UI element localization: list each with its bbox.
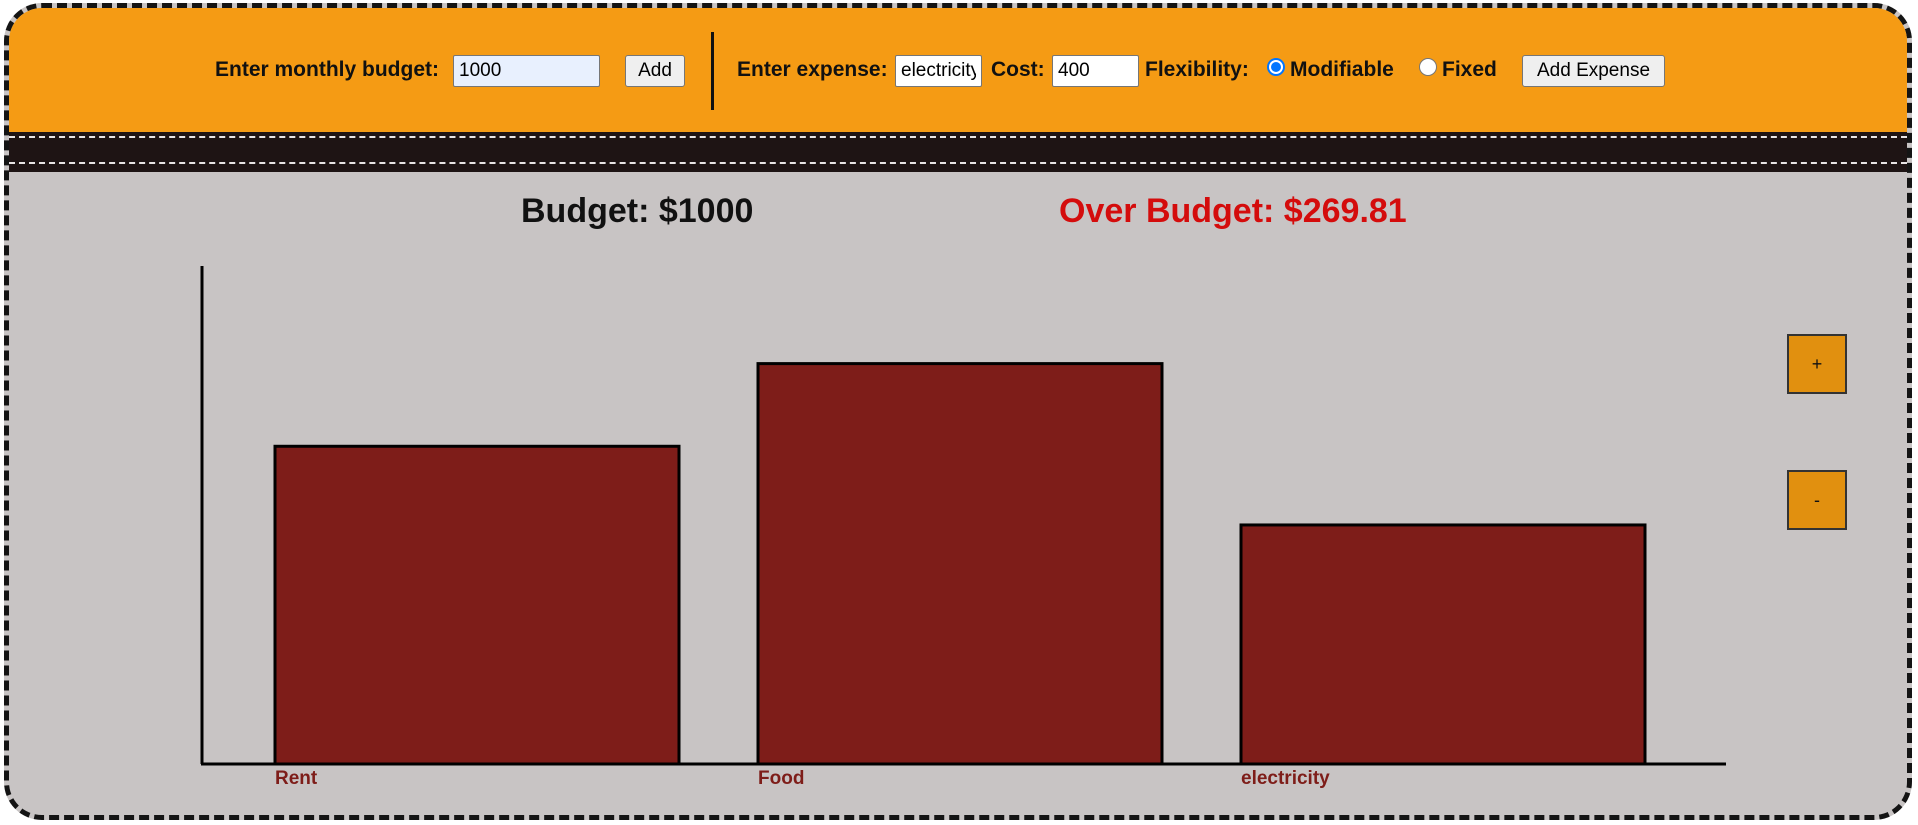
modifiable-label: Modifiable bbox=[1290, 58, 1394, 81]
fixed-radio[interactable] bbox=[1419, 58, 1437, 76]
top-toolbar: Enter monthly budget: Add Enter expense:… bbox=[9, 8, 1907, 132]
modifiable-radio[interactable] bbox=[1267, 58, 1285, 76]
budget-app: Enter monthly budget: Add Enter expense:… bbox=[4, 3, 1912, 820]
cost-label: Cost: bbox=[991, 58, 1045, 81]
fixed-label: Fixed bbox=[1442, 58, 1497, 81]
category-label-rent: Rent bbox=[275, 768, 318, 789]
bar-electricity[interactable] bbox=[1239, 523, 1647, 766]
add-expense-button[interactable]: Add Expense bbox=[1522, 55, 1665, 87]
expense-input[interactable] bbox=[895, 55, 982, 87]
bar-rent[interactable] bbox=[273, 444, 681, 766]
category-label-food: Food bbox=[758, 768, 804, 789]
cost-input[interactable] bbox=[1052, 55, 1139, 87]
section-divider bbox=[9, 132, 1907, 172]
category-label-electricity: electricity bbox=[1241, 768, 1330, 789]
divider-dash-bottom bbox=[9, 162, 1907, 164]
toolbar-separator bbox=[711, 32, 714, 110]
budget-input[interactable] bbox=[453, 55, 600, 87]
bar-food[interactable] bbox=[756, 362, 1164, 766]
expense-bar-chart: Rent Food electricity bbox=[200, 266, 1726, 789]
expense-label: Enter expense: bbox=[737, 58, 888, 81]
zoom-out-button[interactable]: - bbox=[1787, 470, 1847, 530]
divider-dash-top bbox=[9, 136, 1907, 138]
over-budget-heading: Over Budget: $269.81 bbox=[1059, 192, 1407, 230]
add-budget-button[interactable]: Add bbox=[625, 55, 685, 87]
budget-heading: Budget: $1000 bbox=[521, 192, 754, 230]
budget-label: Enter monthly budget: bbox=[215, 58, 439, 81]
zoom-in-button[interactable]: + bbox=[1787, 334, 1847, 394]
flexibility-label: Flexibility: bbox=[1145, 58, 1249, 81]
